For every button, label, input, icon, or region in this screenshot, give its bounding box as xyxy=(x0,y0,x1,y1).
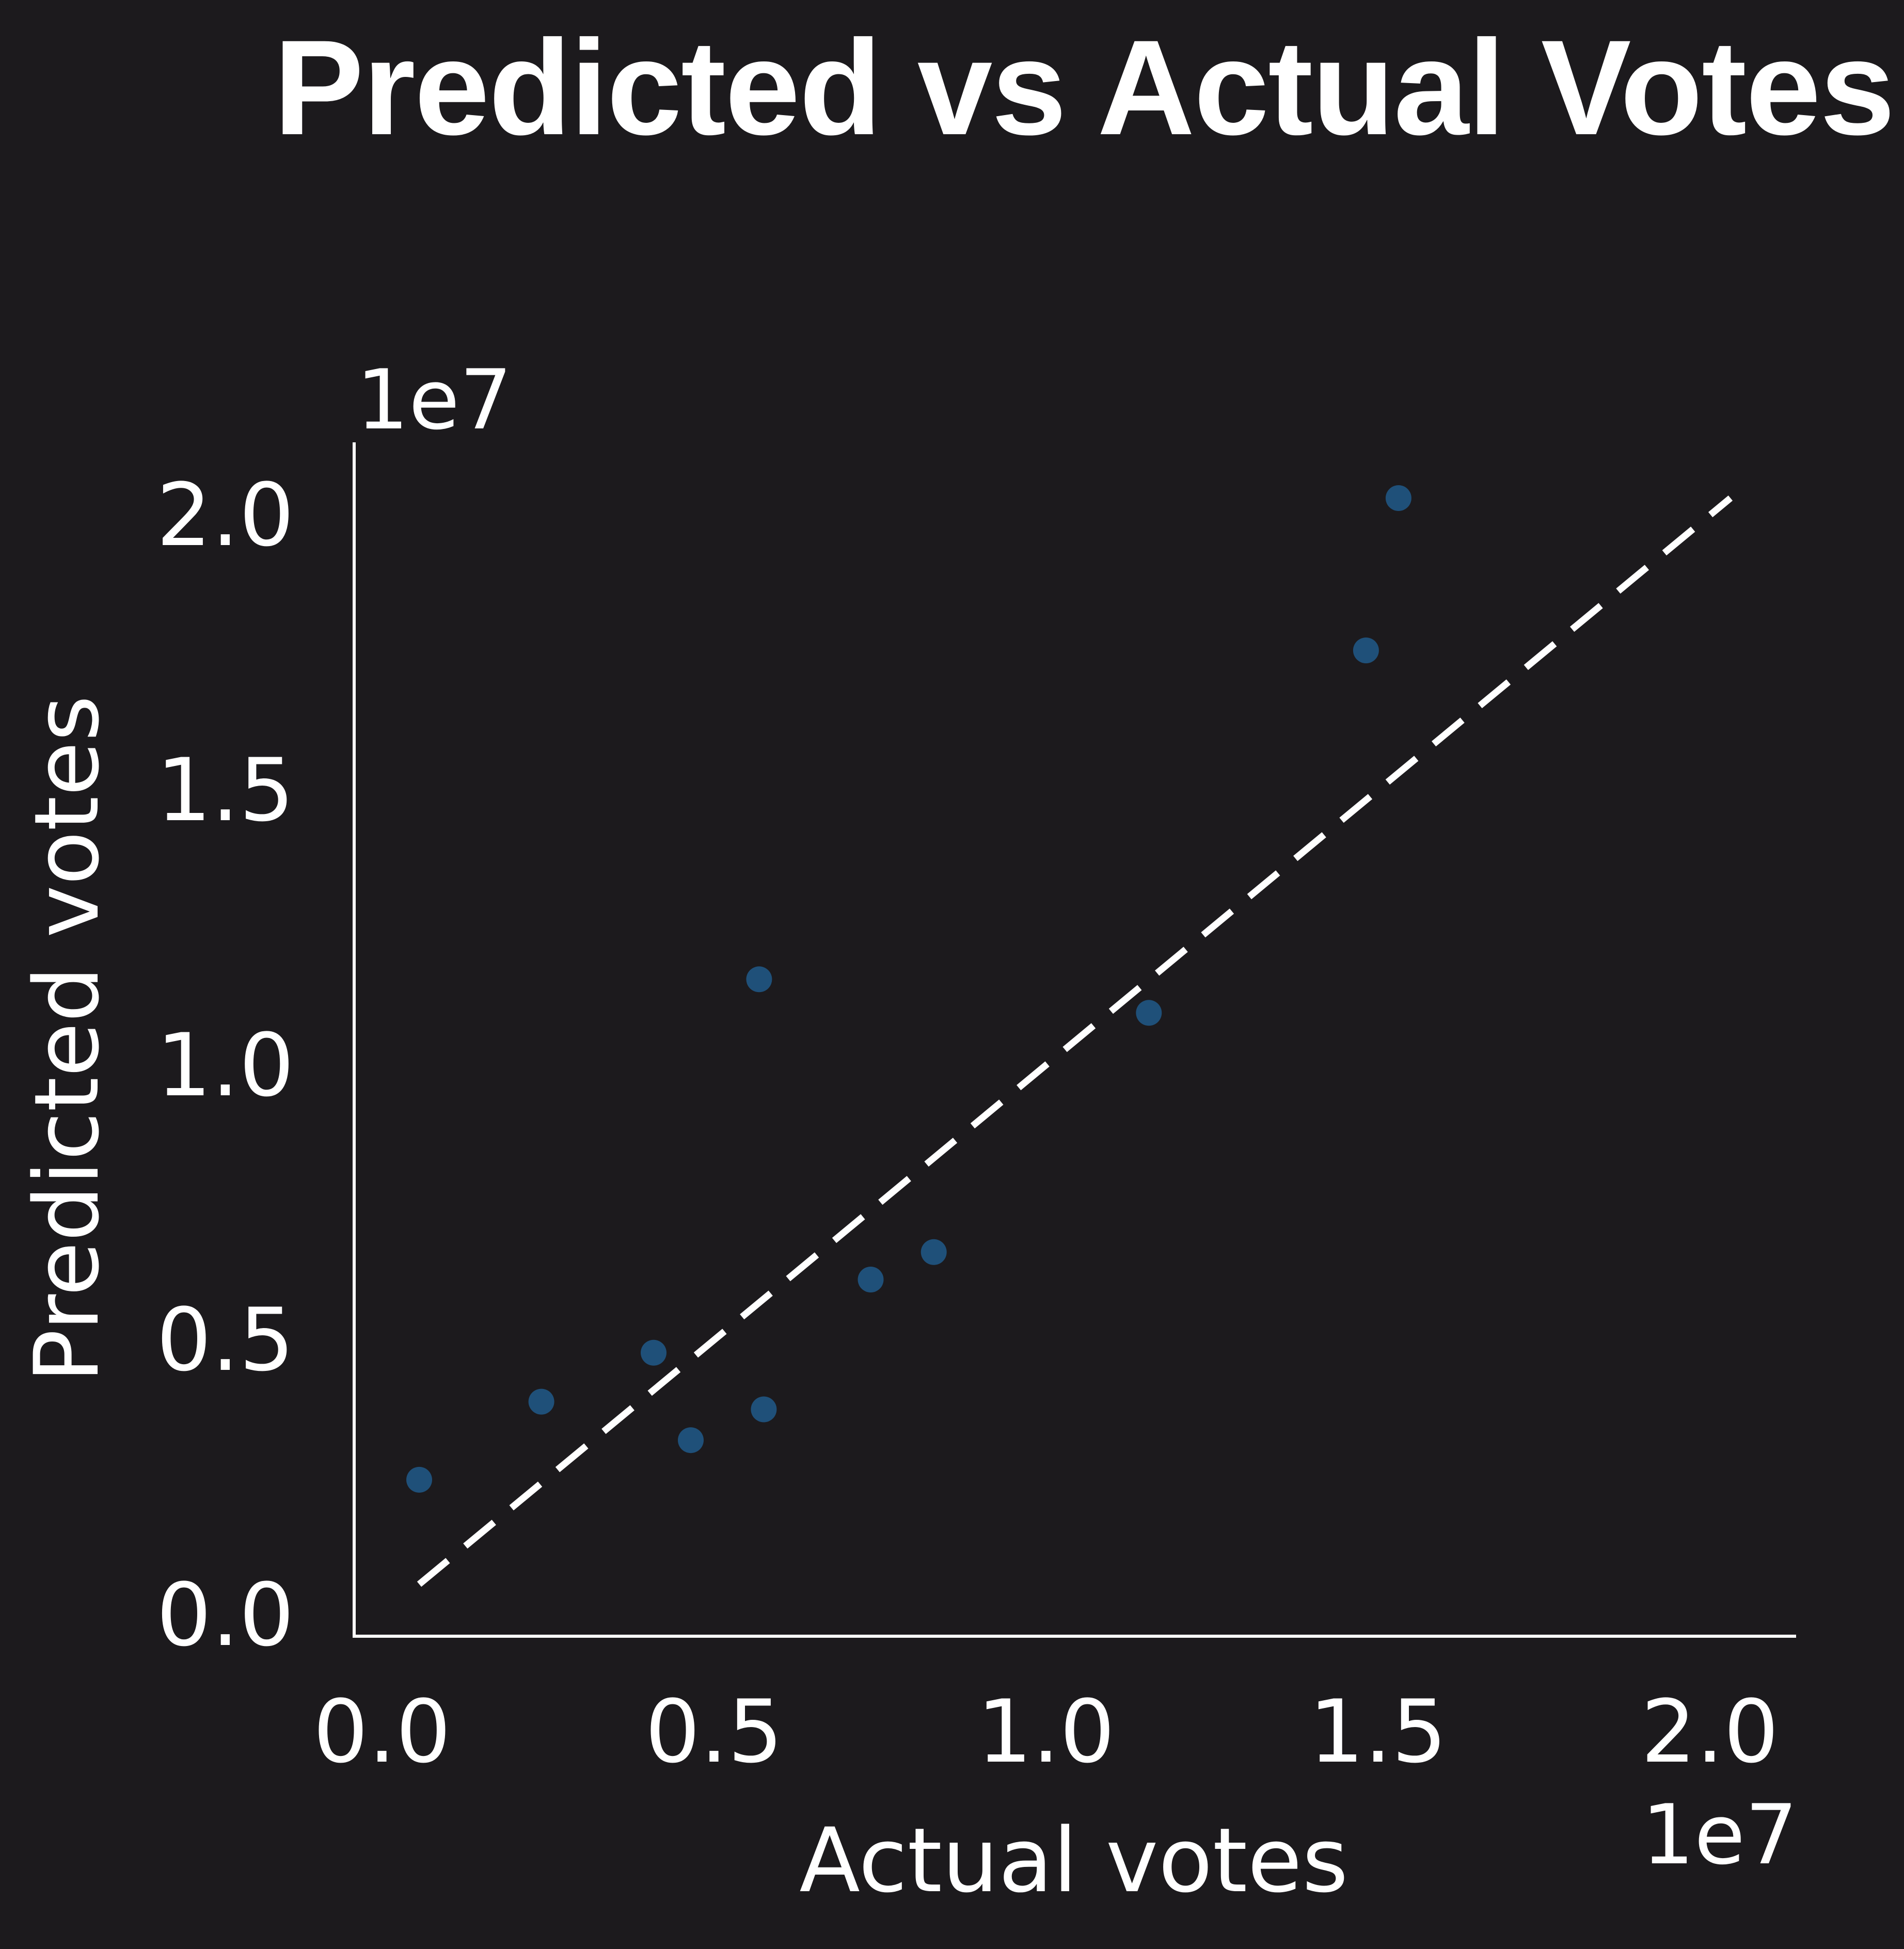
x-tick-label: 0.5 xyxy=(645,1681,783,1782)
reference-line-y-equals-x xyxy=(417,495,1733,1587)
x-tick-label: 2.0 xyxy=(1641,1681,1779,1782)
y-tick-label: 1.5 xyxy=(156,740,294,841)
data-point xyxy=(921,1239,947,1265)
x-tick-label: 0.0 xyxy=(313,1681,451,1782)
y-tick-label: 1.0 xyxy=(156,1015,294,1116)
x-tick-label: 1.5 xyxy=(1309,1681,1447,1782)
data-point xyxy=(528,1388,554,1415)
x-tick-label: 1.0 xyxy=(977,1681,1115,1782)
y-tick-label: 2.0 xyxy=(156,465,294,566)
x-axis-label: Actual votes xyxy=(799,1809,1348,1912)
y-tick-label: 0.0 xyxy=(156,1564,294,1666)
data-point xyxy=(746,966,772,993)
y-tick-label: 0.5 xyxy=(156,1289,294,1391)
data-point xyxy=(1353,637,1379,664)
y-axis-label: Predicted votes xyxy=(15,695,119,1383)
data-point xyxy=(858,1267,884,1292)
data-point xyxy=(1385,485,1411,511)
data-point xyxy=(406,1466,432,1493)
y-axis-offset-label: 1e7 xyxy=(356,352,513,448)
data-point xyxy=(678,1427,704,1453)
data-point xyxy=(1136,1000,1162,1026)
data-points xyxy=(406,485,1411,1493)
x-axis-offset-label: 1e7 xyxy=(1642,1786,1798,1883)
chart-title: Predicted vs Actual Votes xyxy=(274,12,1895,163)
data-point xyxy=(641,1339,667,1366)
data-point xyxy=(751,1396,777,1423)
